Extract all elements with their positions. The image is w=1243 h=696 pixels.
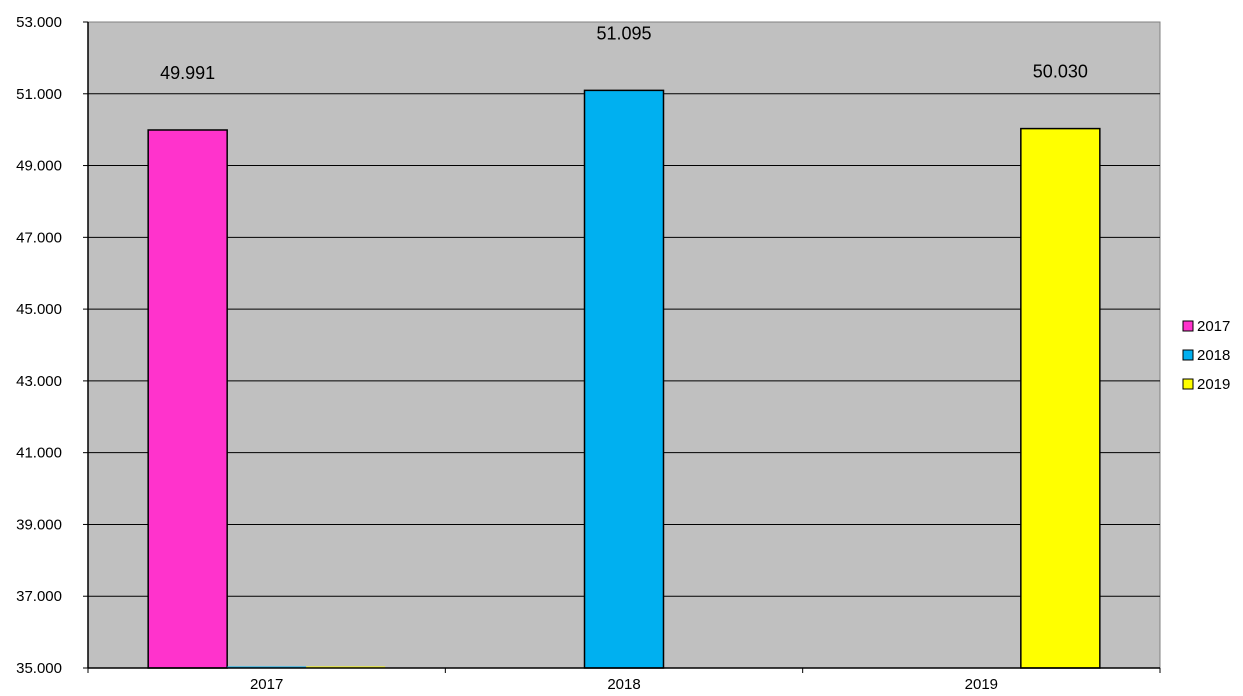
y-tick-label: 39.000	[16, 516, 62, 533]
x-tick-label: 2019	[965, 676, 998, 693]
bar-2019-2019	[1020, 127, 1101, 669]
y-tick-label: 53.000	[16, 14, 62, 31]
labels: 49.991 51.095 50.030	[160, 23, 1088, 83]
y-tick-label: 51.000	[16, 86, 62, 103]
legend-swatch	[1182, 378, 1194, 390]
x-tick-label: 2018	[607, 676, 640, 693]
x-tick-label: 2017	[250, 676, 283, 693]
data-label: 50.030	[1033, 62, 1088, 82]
data-label: 49.991	[160, 63, 215, 83]
y-tick-label: 47.000	[16, 229, 62, 246]
y-tick-label: 45.000	[16, 301, 62, 318]
y-tick-label: 49.000	[16, 158, 62, 175]
bar-2017-2017	[147, 129, 228, 669]
legend-swatch	[1182, 320, 1194, 332]
legend-label: 2018	[1197, 347, 1230, 364]
y-tick-label: 41.000	[16, 445, 62, 462]
data-label: 51.095	[596, 23, 651, 43]
y-tick-label: 37.000	[16, 588, 62, 605]
legend-label: 2019	[1197, 376, 1230, 393]
legend-swatch	[1182, 349, 1194, 361]
axes: 35.000 37.000 39.000 41.000 43.000 45.000 47.0…	[16, 14, 1161, 693]
legend-label: 2017	[1197, 318, 1230, 335]
bar-2018-2018	[583, 89, 665, 669]
y-tick-label: 43.000	[16, 373, 62, 390]
legend: 2017 2018 2019	[1182, 318, 1230, 393]
y-tick-label: 35.000	[16, 660, 62, 677]
